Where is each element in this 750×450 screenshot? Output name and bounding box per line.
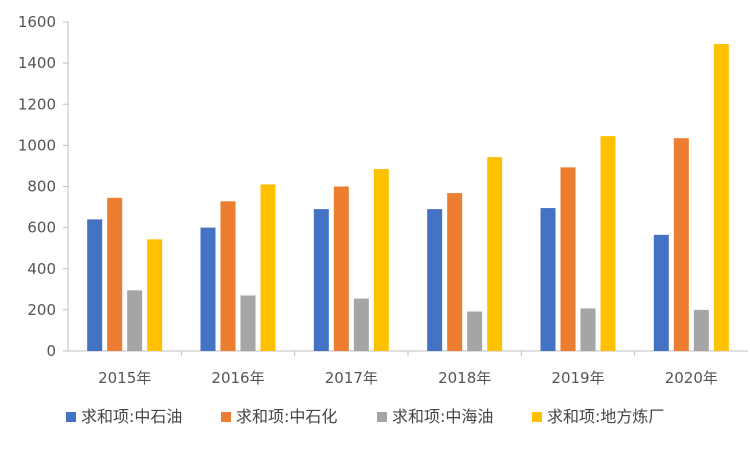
axes: 0 200 400 600 800 1000 1200 1400 1600 2015年 2016年 2… <box>18 13 748 387</box>
x-tick-label: 2016年 <box>211 369 264 387</box>
y-tick-label: 0 <box>46 342 56 360</box>
bar-3-2016年 <box>240 295 256 351</box>
bar-1-2019年 <box>540 208 556 351</box>
legend-item: 求和项:中石化 <box>221 407 337 426</box>
bar-2-2017年 <box>333 186 349 351</box>
bar-1-2016年 <box>200 227 216 351</box>
bar-1-2015年 <box>87 219 103 351</box>
y-tick-label: 400 <box>27 260 56 278</box>
bar-2-2016年 <box>220 201 236 351</box>
legend-swatch <box>377 412 387 422</box>
y-tick-label: 200 <box>27 301 56 319</box>
bar-4-2019年 <box>600 136 616 351</box>
bar-4-2017年 <box>373 169 389 351</box>
legend-label: 求和项:中石化 <box>236 407 337 426</box>
bar-4-2016年 <box>260 184 276 351</box>
y-tick-label: 800 <box>27 178 56 196</box>
y-tick-label: 600 <box>27 219 56 237</box>
legend-item: 求和项:地方炼厂 <box>532 407 664 426</box>
bar-3-2019年 <box>580 308 596 351</box>
x-tick-label: 2018年 <box>438 369 491 387</box>
y-tick-label: 1000 <box>18 136 56 154</box>
x-tick-label: 2015年 <box>98 369 151 387</box>
bar-2-2018年 <box>447 193 463 351</box>
x-tick-label: 2019年 <box>551 369 604 387</box>
bars <box>87 44 729 352</box>
bar-2-2020年 <box>673 138 689 351</box>
bar-4-2018年 <box>487 157 503 351</box>
bar-1-2017年 <box>313 209 329 351</box>
legend-label: 求和项:中石油 <box>81 407 182 426</box>
legend-item: 求和项:中海油 <box>377 407 493 426</box>
legend-label: 求和项:中海油 <box>392 407 493 426</box>
bar-4-2015年 <box>147 239 163 351</box>
x-tick-label: 2017年 <box>325 369 378 387</box>
bar-1-2020年 <box>653 234 669 351</box>
y-tick-label: 1200 <box>18 95 56 113</box>
bar-2-2019年 <box>560 167 576 351</box>
legend-swatch <box>66 412 76 422</box>
bar-3-2018年 <box>467 311 483 351</box>
legend-label: 求和项:地方炼厂 <box>547 407 664 426</box>
x-tick-label: 2020年 <box>665 369 718 387</box>
y-tick-label: 1600 <box>18 13 56 31</box>
bar-3-2015年 <box>127 290 143 351</box>
legend-swatch <box>532 412 542 422</box>
legend-item: 求和项:中石油 <box>66 407 182 426</box>
legend: 求和项:中石油 求和项:中石化 求和项:中海油 求和项:地方炼厂 <box>66 407 664 426</box>
bar-2-2015年 <box>107 197 123 351</box>
bar-3-2017年 <box>353 298 369 351</box>
bar-4-2020年 <box>713 44 729 352</box>
y-tick-label: 1400 <box>18 54 56 72</box>
bar-1-2018年 <box>427 209 443 351</box>
bar-3-2020年 <box>693 309 709 351</box>
legend-swatch <box>221 412 231 422</box>
